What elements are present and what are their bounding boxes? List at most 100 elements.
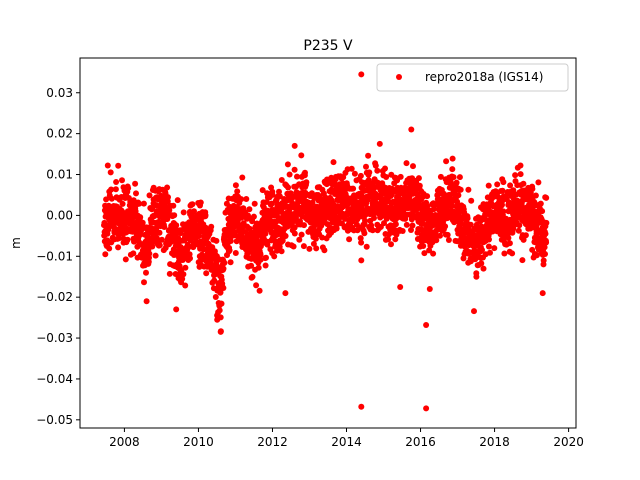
data-point [296,236,303,243]
data-point [269,191,276,198]
data-point [449,155,456,162]
data-point [444,231,451,238]
data-point [361,230,368,237]
data-point [213,237,220,244]
data-point [433,237,440,244]
data-points [101,71,550,412]
data-point [520,180,527,187]
data-point [381,220,387,227]
y-tick-label: 0.01 [46,168,73,182]
data-point [397,173,404,180]
data-point [392,236,399,243]
data-point [232,250,239,256]
data-point [171,212,178,219]
y-tick-label: −0.05 [36,413,73,427]
data-point [103,196,110,203]
data-point [156,242,163,249]
data-point [253,282,260,289]
data-point [131,238,137,245]
data-point [263,254,269,261]
data-point [366,169,373,176]
y-axis-label: m [9,237,23,249]
data-point [485,182,492,189]
outlier-point [358,71,365,78]
outlier-point [291,142,298,149]
data-point [499,187,506,194]
data-point [382,165,388,172]
data-point [543,194,550,201]
data-point [212,294,219,300]
data-point [430,206,437,213]
data-point [421,250,428,257]
data-point [227,259,234,266]
data-point [174,197,181,204]
data-point [262,262,269,269]
data-point [516,222,523,229]
data-point [308,190,315,197]
data-point [471,308,477,315]
data-point [116,235,122,242]
data-point [437,232,443,239]
data-point [426,247,433,254]
data-point [156,229,163,236]
data-point [386,231,392,238]
data-point [479,247,485,253]
data-point [226,247,233,254]
outlier-point [173,306,180,313]
data-point [113,179,120,185]
data-point [468,197,475,204]
data-point [179,275,186,282]
data-point [371,215,377,221]
y-tick-label: −0.04 [36,372,73,386]
data-point [358,239,365,246]
data-point [464,215,471,222]
data-point [251,200,258,207]
data-point [182,282,189,289]
x-tick-label: 2012 [257,435,288,449]
data-point [522,232,529,239]
data-point [357,235,364,242]
data-point [253,220,260,227]
data-point [294,173,300,180]
data-point [385,236,392,243]
data-point [125,185,132,192]
data-point [399,228,406,234]
outlier-point [282,290,289,297]
data-point [333,225,340,232]
data-point [415,175,422,182]
data-point [180,271,187,278]
data-point [187,255,193,262]
data-point [437,173,444,180]
data-point [388,241,394,248]
data-point [507,182,514,189]
data-point [276,243,283,250]
data-point [217,314,224,321]
legend-label: repro2018a (IGS14) [425,70,543,84]
data-point [238,196,245,203]
data-point [541,244,548,251]
data-point [301,222,307,229]
data-point [282,233,289,239]
data-point [141,279,147,286]
y-tick-label: −0.03 [36,331,73,345]
data-point [430,250,437,257]
data-point [410,163,416,170]
data-point [363,163,369,170]
data-point [262,230,269,237]
data-point [182,264,189,271]
data-point [494,181,501,188]
data-point [310,240,317,247]
plot-frame [79,57,577,429]
data-point [533,252,540,259]
outlier-point [104,162,111,169]
data-point [278,177,285,183]
data-point [264,241,271,248]
data-point [217,289,224,296]
data-point [119,200,126,207]
data-point [383,174,390,180]
data-point [164,184,171,191]
outlier-point [517,162,524,169]
chart-title: P235 V [303,38,353,54]
x-tick-label: 2008 [109,435,140,449]
data-point [249,218,256,225]
